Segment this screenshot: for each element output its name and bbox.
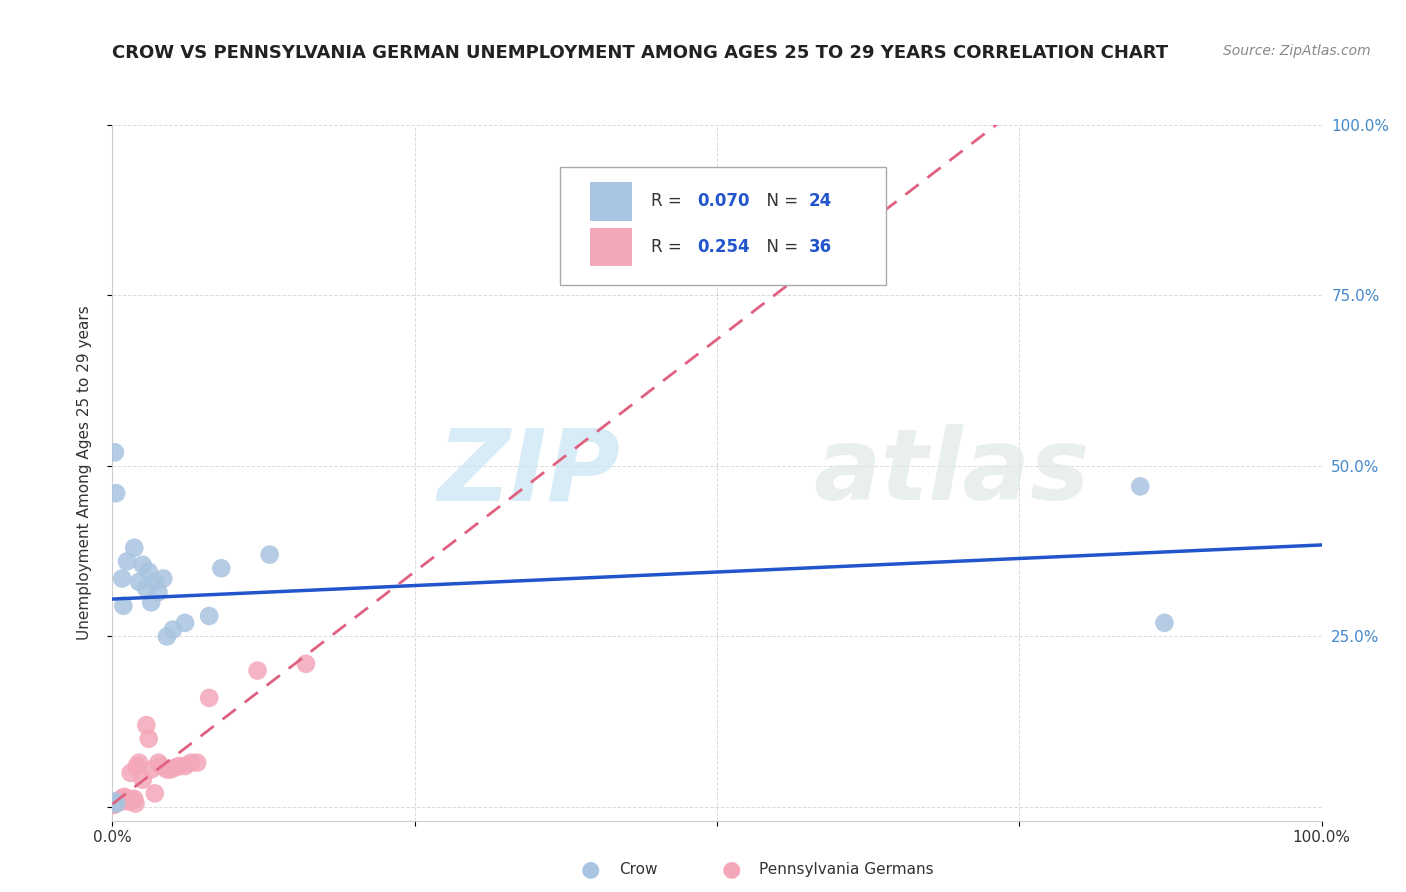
Point bbox=[141, 763, 163, 777]
Point bbox=[112, 793, 135, 807]
Point bbox=[180, 756, 202, 770]
Text: Crow: Crow bbox=[619, 863, 657, 877]
Point bbox=[198, 690, 221, 705]
Point bbox=[156, 630, 179, 644]
Point bbox=[138, 731, 160, 746]
Point bbox=[132, 772, 155, 787]
Point bbox=[105, 797, 128, 811]
Point bbox=[143, 574, 166, 589]
Text: atlas: atlas bbox=[814, 425, 1090, 521]
Point bbox=[105, 486, 128, 500]
Text: 36: 36 bbox=[808, 237, 832, 256]
Point bbox=[156, 763, 179, 777]
Point bbox=[115, 554, 138, 568]
Text: 0.254: 0.254 bbox=[697, 237, 751, 256]
Point bbox=[1129, 479, 1152, 493]
Point bbox=[246, 664, 269, 678]
Text: ZIP: ZIP bbox=[437, 425, 620, 521]
Point bbox=[104, 445, 127, 459]
Point bbox=[149, 759, 172, 773]
Text: R =: R = bbox=[651, 193, 686, 211]
Point bbox=[124, 797, 146, 811]
Y-axis label: Unemployment Among Ages 25 to 29 years: Unemployment Among Ages 25 to 29 years bbox=[77, 305, 91, 640]
Point bbox=[117, 795, 139, 809]
Point bbox=[108, 793, 131, 807]
Point bbox=[165, 760, 187, 774]
Text: 24: 24 bbox=[808, 193, 832, 211]
Text: 0.070: 0.070 bbox=[697, 193, 751, 211]
FancyBboxPatch shape bbox=[591, 227, 633, 266]
Point bbox=[110, 795, 132, 809]
Point bbox=[132, 558, 155, 572]
Point bbox=[162, 623, 184, 637]
Point bbox=[159, 763, 181, 777]
Point bbox=[121, 793, 143, 807]
Point bbox=[148, 756, 170, 770]
Point bbox=[167, 759, 190, 773]
FancyBboxPatch shape bbox=[591, 182, 633, 220]
Point bbox=[115, 792, 138, 806]
Point bbox=[111, 572, 134, 586]
Point bbox=[138, 565, 160, 579]
Point bbox=[122, 541, 145, 555]
Point bbox=[105, 795, 128, 809]
Point bbox=[112, 599, 135, 613]
Point bbox=[135, 582, 157, 596]
Point bbox=[125, 759, 148, 773]
Point bbox=[104, 797, 127, 812]
Point bbox=[1153, 615, 1175, 630]
Text: N =: N = bbox=[756, 237, 803, 256]
Text: CROW VS PENNSYLVANIA GERMAN UNEMPLOYMENT AMONG AGES 25 TO 29 YEARS CORRELATION C: CROW VS PENNSYLVANIA GERMAN UNEMPLOYMENT… bbox=[112, 45, 1168, 62]
Point bbox=[103, 797, 125, 811]
Point bbox=[295, 657, 318, 671]
Point bbox=[209, 561, 232, 575]
Text: ●: ● bbox=[581, 860, 600, 880]
Point bbox=[135, 718, 157, 732]
FancyBboxPatch shape bbox=[560, 167, 886, 285]
Point bbox=[104, 795, 127, 809]
Point bbox=[141, 595, 163, 609]
Point bbox=[120, 765, 142, 780]
Text: N =: N = bbox=[756, 193, 803, 211]
Point bbox=[259, 548, 281, 562]
Point bbox=[174, 759, 197, 773]
Point bbox=[105, 796, 128, 810]
Point bbox=[186, 756, 208, 770]
Point bbox=[111, 791, 134, 805]
Point bbox=[122, 792, 145, 806]
Text: Source: ZipAtlas.com: Source: ZipAtlas.com bbox=[1223, 44, 1371, 58]
Point bbox=[174, 615, 197, 630]
Point bbox=[128, 574, 150, 589]
Point bbox=[103, 797, 125, 812]
Text: ●: ● bbox=[721, 860, 741, 880]
Point bbox=[152, 572, 174, 586]
Point bbox=[148, 585, 170, 599]
Point bbox=[114, 789, 136, 804]
Point bbox=[198, 609, 221, 624]
Text: Pennsylvania Germans: Pennsylvania Germans bbox=[759, 863, 934, 877]
Text: R =: R = bbox=[651, 237, 686, 256]
Point bbox=[128, 756, 150, 770]
Point bbox=[107, 795, 129, 809]
Point bbox=[143, 786, 166, 800]
